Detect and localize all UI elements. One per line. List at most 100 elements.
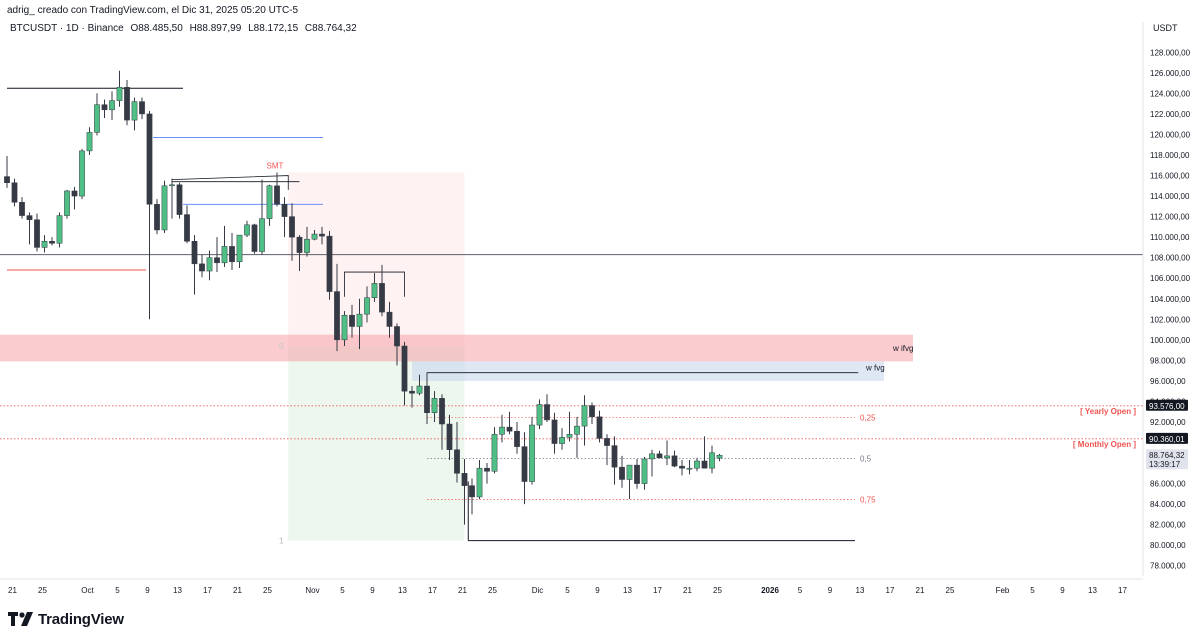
candle-body[interactable] bbox=[386, 311, 393, 327]
candle-body[interactable] bbox=[326, 235, 333, 292]
candle-body[interactable] bbox=[349, 314, 355, 327]
candle-body[interactable] bbox=[574, 425, 580, 435]
candle-body[interactable] bbox=[11, 182, 18, 203]
candle-body[interactable] bbox=[49, 241, 55, 244]
candle-body[interactable] bbox=[611, 445, 618, 468]
candle-body[interactable] bbox=[371, 283, 378, 298]
candle-body[interactable] bbox=[559, 437, 565, 444]
candle-body[interactable] bbox=[289, 216, 295, 238]
w-fvg-zone[interactable] bbox=[412, 361, 884, 381]
candle-body[interactable] bbox=[341, 314, 348, 341]
candle-body[interactable] bbox=[26, 215, 33, 220]
candle-body[interactable] bbox=[379, 283, 385, 313]
candle-body[interactable] bbox=[94, 104, 100, 133]
candle-body[interactable] bbox=[709, 452, 715, 469]
candle-body[interactable] bbox=[244, 224, 250, 236]
candle-body[interactable] bbox=[551, 419, 558, 444]
candle-body[interactable] bbox=[506, 426, 513, 432]
candle-body[interactable] bbox=[101, 104, 108, 111]
candle-body[interactable] bbox=[154, 204, 160, 231]
candle-body[interactable] bbox=[544, 404, 550, 421]
candle-body[interactable] bbox=[214, 257, 220, 264]
candle-body[interactable] bbox=[619, 466, 625, 480]
w-ifvg-zone[interactable] bbox=[0, 334, 913, 362]
candle-body[interactable] bbox=[439, 398, 445, 425]
candle-body[interactable] bbox=[71, 190, 78, 197]
candle-body[interactable] bbox=[484, 467, 490, 472]
candle-body[interactable] bbox=[596, 416, 603, 439]
candle-body[interactable] bbox=[296, 236, 303, 253]
candle-body[interactable] bbox=[499, 426, 505, 435]
candle-body[interactable] bbox=[476, 467, 483, 498]
candle-body[interactable] bbox=[311, 233, 318, 240]
candle-body[interactable] bbox=[566, 434, 573, 438]
candle-body[interactable] bbox=[199, 263, 205, 272]
candle-body[interactable] bbox=[521, 446, 528, 482]
candle-body[interactable] bbox=[34, 219, 40, 248]
candle-body[interactable] bbox=[634, 464, 640, 484]
candle-body[interactable] bbox=[701, 460, 708, 469]
candle-body[interactable] bbox=[581, 405, 588, 427]
candle-body[interactable] bbox=[364, 297, 370, 315]
candle-body[interactable] bbox=[319, 233, 325, 237]
candle-body[interactable] bbox=[716, 454, 723, 459]
candle-body[interactable] bbox=[281, 204, 288, 217]
candle-body[interactable] bbox=[236, 234, 243, 263]
candle-body[interactable] bbox=[169, 184, 175, 187]
price-chart[interactable]: w ifvg w fvg [ Yearly Open ] [ Monthly Open… bbox=[0, 0, 1200, 600]
candle-body[interactable] bbox=[56, 215, 63, 244]
candle-body[interactable] bbox=[64, 190, 70, 216]
candle-body[interactable] bbox=[431, 398, 438, 413]
candle-body[interactable] bbox=[116, 86, 123, 101]
candle-body[interactable] bbox=[124, 86, 130, 121]
candle-body[interactable] bbox=[694, 460, 700, 469]
candle-body[interactable] bbox=[446, 423, 453, 450]
candle-body[interactable] bbox=[251, 224, 258, 252]
candle-body[interactable] bbox=[409, 390, 415, 394]
candle-body[interactable] bbox=[356, 313, 363, 327]
candle-body[interactable] bbox=[649, 453, 655, 460]
candle-body[interactable] bbox=[19, 201, 25, 216]
candle-body[interactable] bbox=[206, 257, 213, 272]
candle-body[interactable] bbox=[304, 238, 310, 253]
candle-body[interactable] bbox=[139, 101, 145, 115]
candle-body[interactable] bbox=[274, 185, 280, 205]
candle-body[interactable] bbox=[626, 464, 633, 480]
candle-body[interactable] bbox=[671, 455, 678, 467]
candle-body[interactable] bbox=[401, 345, 408, 392]
candle-body[interactable] bbox=[604, 438, 610, 446]
candle-body[interactable] bbox=[86, 132, 93, 152]
candle-body[interactable] bbox=[131, 101, 138, 121]
candle-body[interactable] bbox=[266, 185, 273, 219]
candle-body[interactable] bbox=[679, 465, 685, 469]
candle-body[interactable] bbox=[394, 326, 400, 347]
candle-body[interactable] bbox=[41, 241, 48, 248]
candle-body[interactable] bbox=[4, 176, 10, 183]
candle-body[interactable] bbox=[259, 218, 265, 252]
candle-body[interactable] bbox=[461, 473, 468, 486]
candle-body[interactable] bbox=[656, 453, 663, 459]
candle-body[interactable] bbox=[454, 449, 460, 474]
candle-body[interactable] bbox=[589, 405, 595, 418]
candle-body[interactable] bbox=[469, 485, 475, 498]
candle-body[interactable] bbox=[229, 246, 235, 263]
candle-body[interactable] bbox=[641, 458, 648, 484]
candle-body[interactable] bbox=[416, 385, 423, 394]
candle-body[interactable] bbox=[176, 184, 183, 215]
candle-body[interactable] bbox=[221, 246, 228, 264]
candle-body[interactable] bbox=[334, 291, 340, 341]
candle-body[interactable] bbox=[79, 150, 85, 197]
candle-body[interactable] bbox=[191, 241, 198, 265]
candle-body[interactable] bbox=[686, 467, 693, 470]
candle-body[interactable] bbox=[664, 455, 670, 459]
candle-body[interactable] bbox=[529, 424, 535, 482]
candle-body[interactable] bbox=[146, 113, 153, 205]
candle-body[interactable] bbox=[424, 385, 430, 413]
candle-body[interactable] bbox=[184, 214, 190, 242]
candle-body[interactable] bbox=[161, 185, 168, 231]
candle-body[interactable] bbox=[536, 404, 543, 426]
candle-body[interactable] bbox=[491, 434, 498, 472]
symbol-name[interactable]: BTCUSDT · 1D · Binance bbox=[10, 23, 124, 34]
candle-body[interactable] bbox=[514, 430, 520, 447]
candle-body[interactable] bbox=[109, 100, 115, 111]
